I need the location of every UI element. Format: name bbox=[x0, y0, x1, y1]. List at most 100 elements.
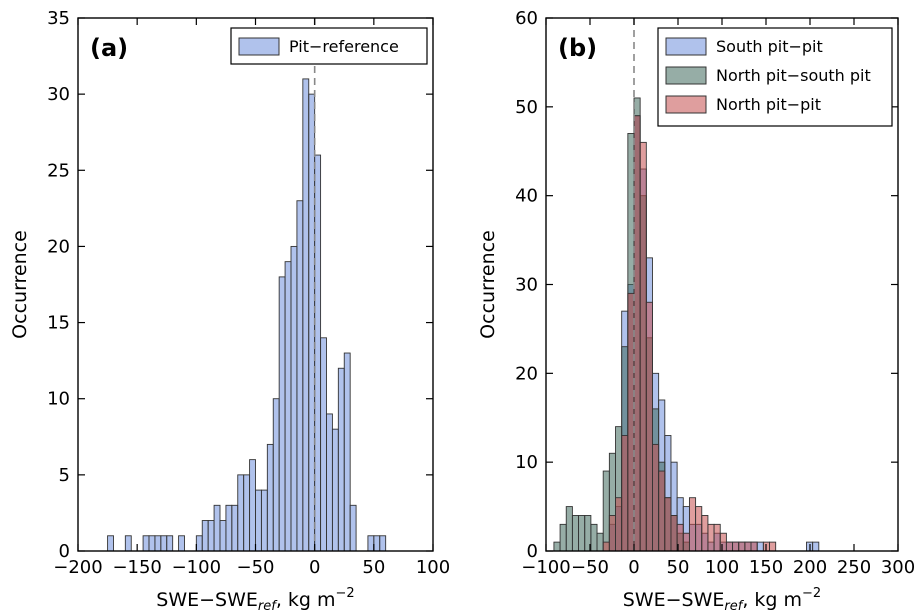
histogram-bar bbox=[272, 398, 280, 552]
histogram-bar bbox=[701, 515, 709, 552]
x-axis-label-sup: −2 bbox=[336, 586, 355, 601]
histogram-bar bbox=[148, 535, 156, 552]
x-tick-label: −100 bbox=[521, 557, 570, 578]
histogram-bar bbox=[645, 301, 653, 552]
histogram-bar bbox=[553, 541, 561, 552]
histogram-bar bbox=[225, 504, 233, 552]
histogram-bar bbox=[719, 532, 727, 552]
histogram-bar bbox=[326, 413, 333, 552]
legend-label: North pit−south pit bbox=[716, 66, 871, 85]
histogram-bar bbox=[732, 541, 740, 552]
histogram-bar bbox=[373, 535, 381, 552]
histogram-bar bbox=[249, 459, 256, 552]
histogram-bar bbox=[590, 523, 598, 552]
y-tick-label: 30 bbox=[515, 275, 538, 296]
histogram-bar bbox=[243, 474, 251, 552]
histogram-bar bbox=[812, 541, 820, 552]
x-tick-label: 300 bbox=[881, 557, 915, 578]
histogram-bar bbox=[343, 352, 351, 552]
y-tick-label: 15 bbox=[47, 313, 70, 334]
x-tick-label: −50 bbox=[571, 557, 609, 578]
x-tick-label: 0 bbox=[628, 557, 639, 578]
y-tick-label: 0 bbox=[59, 541, 70, 562]
legend-swatch bbox=[665, 95, 707, 114]
histogram-bar bbox=[750, 541, 758, 552]
histogram-bar bbox=[627, 292, 635, 552]
histogram-bar bbox=[738, 541, 746, 552]
panel-label: (b) bbox=[558, 34, 597, 62]
y-tick-label: 60 bbox=[515, 8, 538, 29]
histogram-bar bbox=[639, 141, 647, 552]
legend-label: South pit−pit bbox=[716, 37, 823, 56]
histogram-bar bbox=[166, 535, 174, 552]
histogram-bar bbox=[658, 470, 666, 552]
x-tick-label: 50 bbox=[667, 557, 690, 578]
histogram-bar bbox=[559, 523, 567, 552]
histogram-bar bbox=[707, 523, 715, 552]
histogram-bar bbox=[670, 515, 678, 552]
histogram-bar bbox=[565, 506, 573, 552]
histogram-bar bbox=[255, 489, 262, 552]
histogram-bar bbox=[284, 261, 292, 552]
legend-label: North pit−pit bbox=[716, 95, 821, 114]
histogram-bar bbox=[302, 78, 310, 552]
histogram-bar bbox=[337, 367, 345, 552]
histogram-bar bbox=[602, 541, 610, 552]
x-tick-label: 100 bbox=[416, 557, 450, 578]
histogram-bar bbox=[320, 337, 327, 552]
histogram-bar bbox=[756, 541, 764, 552]
histogram-bar bbox=[571, 515, 580, 552]
histogram-bar bbox=[231, 504, 239, 552]
y-tick-label: 50 bbox=[515, 97, 538, 118]
legend-label: Pit−reference bbox=[289, 37, 399, 56]
histogram-bar bbox=[154, 535, 162, 552]
histogram-bar bbox=[266, 443, 274, 552]
legend-swatch bbox=[665, 37, 707, 56]
histogram-bar bbox=[695, 506, 703, 552]
histogram-bar bbox=[682, 532, 690, 552]
x-tick-label: 150 bbox=[749, 557, 783, 578]
legend: Pit−reference bbox=[230, 27, 428, 65]
x-axis-label: SWE−SWEref, kg m−2 bbox=[156, 586, 354, 614]
y-tick-label: 0 bbox=[527, 541, 538, 562]
panel-a: −200 −150 −100 −50 0 50 100 0 5 10 15 20 25 30 35 Occur… bbox=[9, 8, 450, 614]
histogram-bar bbox=[201, 520, 209, 552]
histogram-bar bbox=[278, 276, 286, 552]
panel-label: (a) bbox=[90, 34, 128, 62]
y-tick-label: 30 bbox=[47, 84, 70, 105]
x-axis-label: SWE−SWEref, kg m−2 bbox=[623, 586, 821, 614]
x-tick-label: −100 bbox=[172, 557, 221, 578]
x-tick-label: 250 bbox=[837, 557, 871, 578]
x-axis-label-sup: −2 bbox=[802, 586, 821, 601]
histogram-bar bbox=[725, 541, 734, 552]
histogram-bar bbox=[331, 428, 339, 552]
histogram-bar bbox=[124, 535, 132, 552]
x-axis-label-unit: , kg m bbox=[276, 589, 336, 611]
histogram-bar bbox=[219, 520, 227, 552]
histogram-bar bbox=[633, 115, 641, 552]
histogram-bar bbox=[308, 93, 316, 552]
y-tick-label: 25 bbox=[47, 160, 70, 181]
histogram-bar bbox=[615, 497, 623, 552]
histogram-bar bbox=[160, 535, 168, 552]
histogram-bar bbox=[207, 520, 215, 552]
histogram-bar bbox=[349, 504, 357, 552]
histogram-bar bbox=[290, 245, 298, 552]
panel-b: −100 −50 0 50 100 150 200 250 300 0 10 20 30 40 50 60 Oc… bbox=[477, 8, 915, 614]
histogram-bar bbox=[107, 535, 114, 552]
x-tick-label: −150 bbox=[112, 557, 161, 578]
histogram-bar bbox=[608, 515, 616, 552]
histogram-bar bbox=[713, 523, 721, 552]
y-tick-label: 20 bbox=[515, 363, 538, 384]
histogram-bar bbox=[664, 497, 672, 552]
histogram-bar bbox=[578, 515, 586, 552]
y-tick-label: 35 bbox=[47, 8, 70, 29]
x-axis-label-main: SWE−SWE bbox=[156, 589, 258, 611]
x-axis-label-sub: ref bbox=[258, 599, 278, 614]
histogram-bar bbox=[314, 154, 322, 552]
histogram-bar bbox=[213, 504, 221, 552]
x-tick-label: 100 bbox=[705, 557, 739, 578]
y-tick-label: 10 bbox=[515, 452, 538, 473]
y-tick-label: 10 bbox=[47, 389, 70, 410]
